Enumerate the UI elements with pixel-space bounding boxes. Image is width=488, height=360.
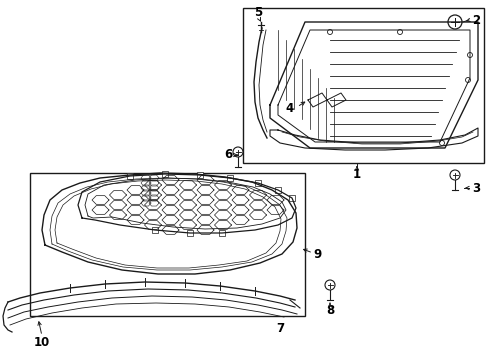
Text: 7: 7: [275, 321, 284, 334]
Bar: [254, 180, 261, 186]
Text: 2: 2: [471, 13, 479, 27]
Text: 6: 6: [224, 148, 232, 162]
Bar: [288, 195, 294, 201]
Text: 10: 10: [34, 336, 50, 348]
Text: 9: 9: [313, 248, 322, 261]
Text: 4: 4: [285, 102, 293, 114]
Bar: [162, 171, 168, 177]
Bar: [226, 175, 232, 181]
Bar: [30, 173, 305, 316]
Bar: [274, 187, 281, 193]
Text: 3: 3: [471, 181, 479, 194]
Bar: [219, 230, 224, 236]
Bar: [152, 227, 158, 233]
Bar: [186, 230, 193, 236]
Text: 5: 5: [253, 5, 262, 18]
Bar: [127, 173, 133, 179]
Text: 1: 1: [352, 168, 360, 181]
Text: 8: 8: [325, 303, 333, 316]
Bar: [197, 172, 203, 178]
Bar: [243, 8, 483, 163]
